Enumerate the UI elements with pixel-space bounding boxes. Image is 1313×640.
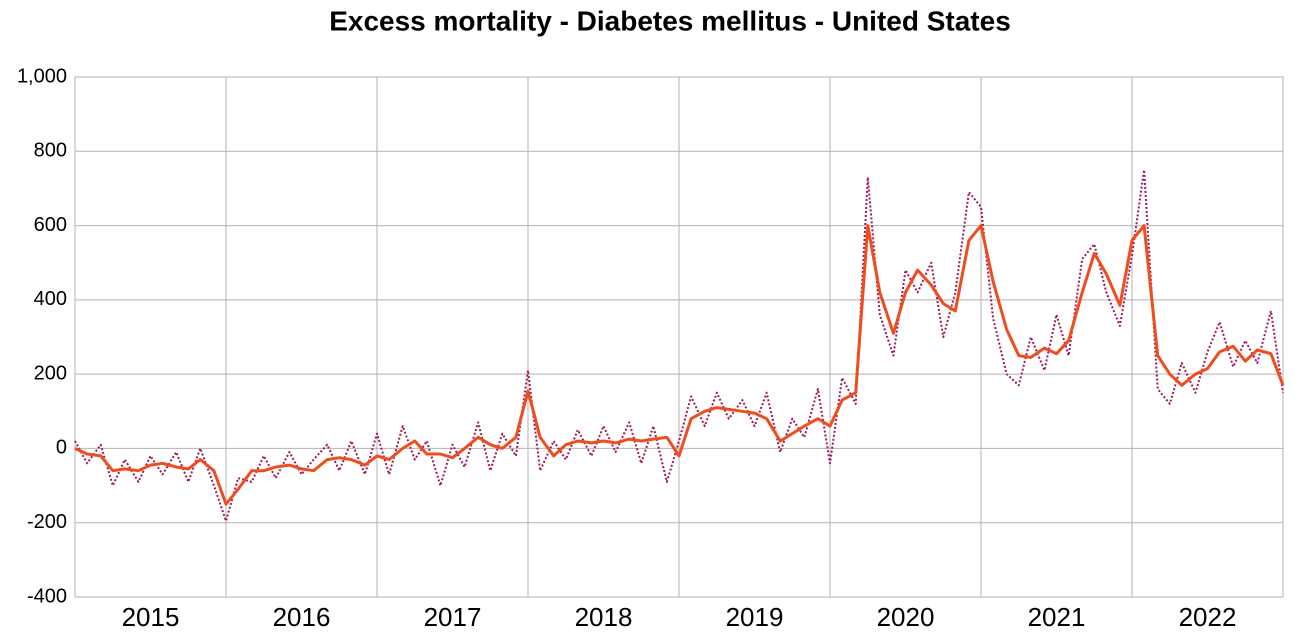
x-tick-label: 2021 (1028, 602, 1086, 632)
x-tick-label: 2019 (726, 602, 784, 632)
x-tick-label: 2020 (877, 602, 935, 632)
chart-title: Excess mortality - Diabetes mellitus - U… (329, 5, 1011, 36)
y-tick-label: 200 (34, 362, 67, 384)
x-tick-label: 2018 (575, 602, 633, 632)
y-tick-label: 0 (56, 437, 67, 459)
x-tick-label: 2017 (424, 602, 482, 632)
plot-frame (74, 76, 1284, 598)
y-tick-label: 1,000 (17, 65, 67, 87)
x-tick-label: 2022 (1179, 602, 1237, 632)
x-tick-label: 2015 (122, 602, 180, 632)
y-tick-label: 600 (34, 214, 67, 236)
x-tick-label: 2016 (273, 602, 331, 632)
series-line (74, 224, 1285, 506)
y-tick-label: 800 (34, 140, 67, 162)
y-tick-label: -400 (27, 585, 67, 607)
y-tick-label: -200 (27, 511, 67, 533)
y-tick-label: 400 (34, 288, 67, 310)
